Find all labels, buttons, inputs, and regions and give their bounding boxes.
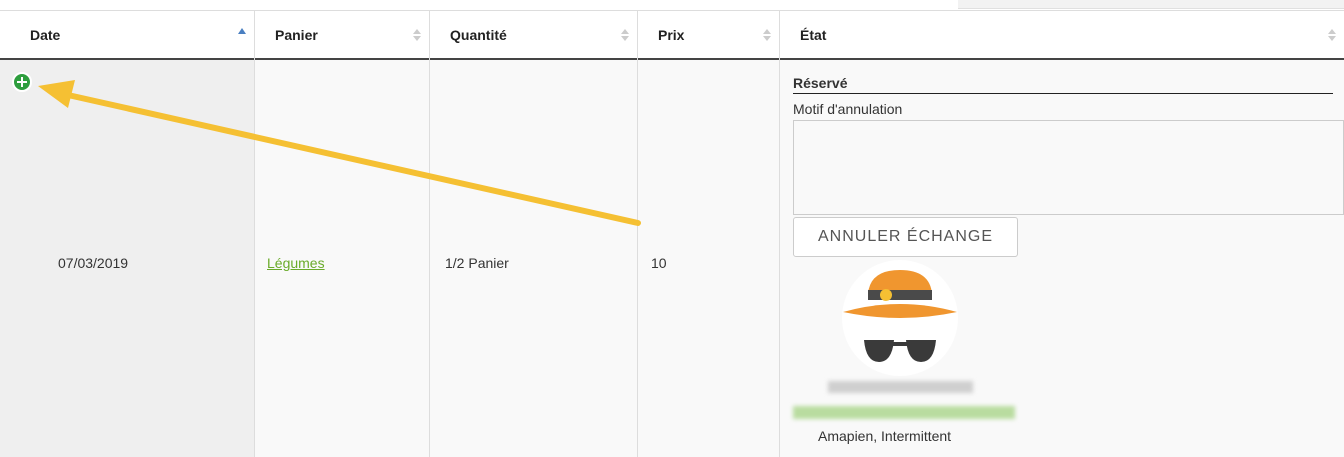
annotation [0,0,1344,457]
page: Date Panier Quantité Prix État 07/03/201… [0,0,1344,457]
